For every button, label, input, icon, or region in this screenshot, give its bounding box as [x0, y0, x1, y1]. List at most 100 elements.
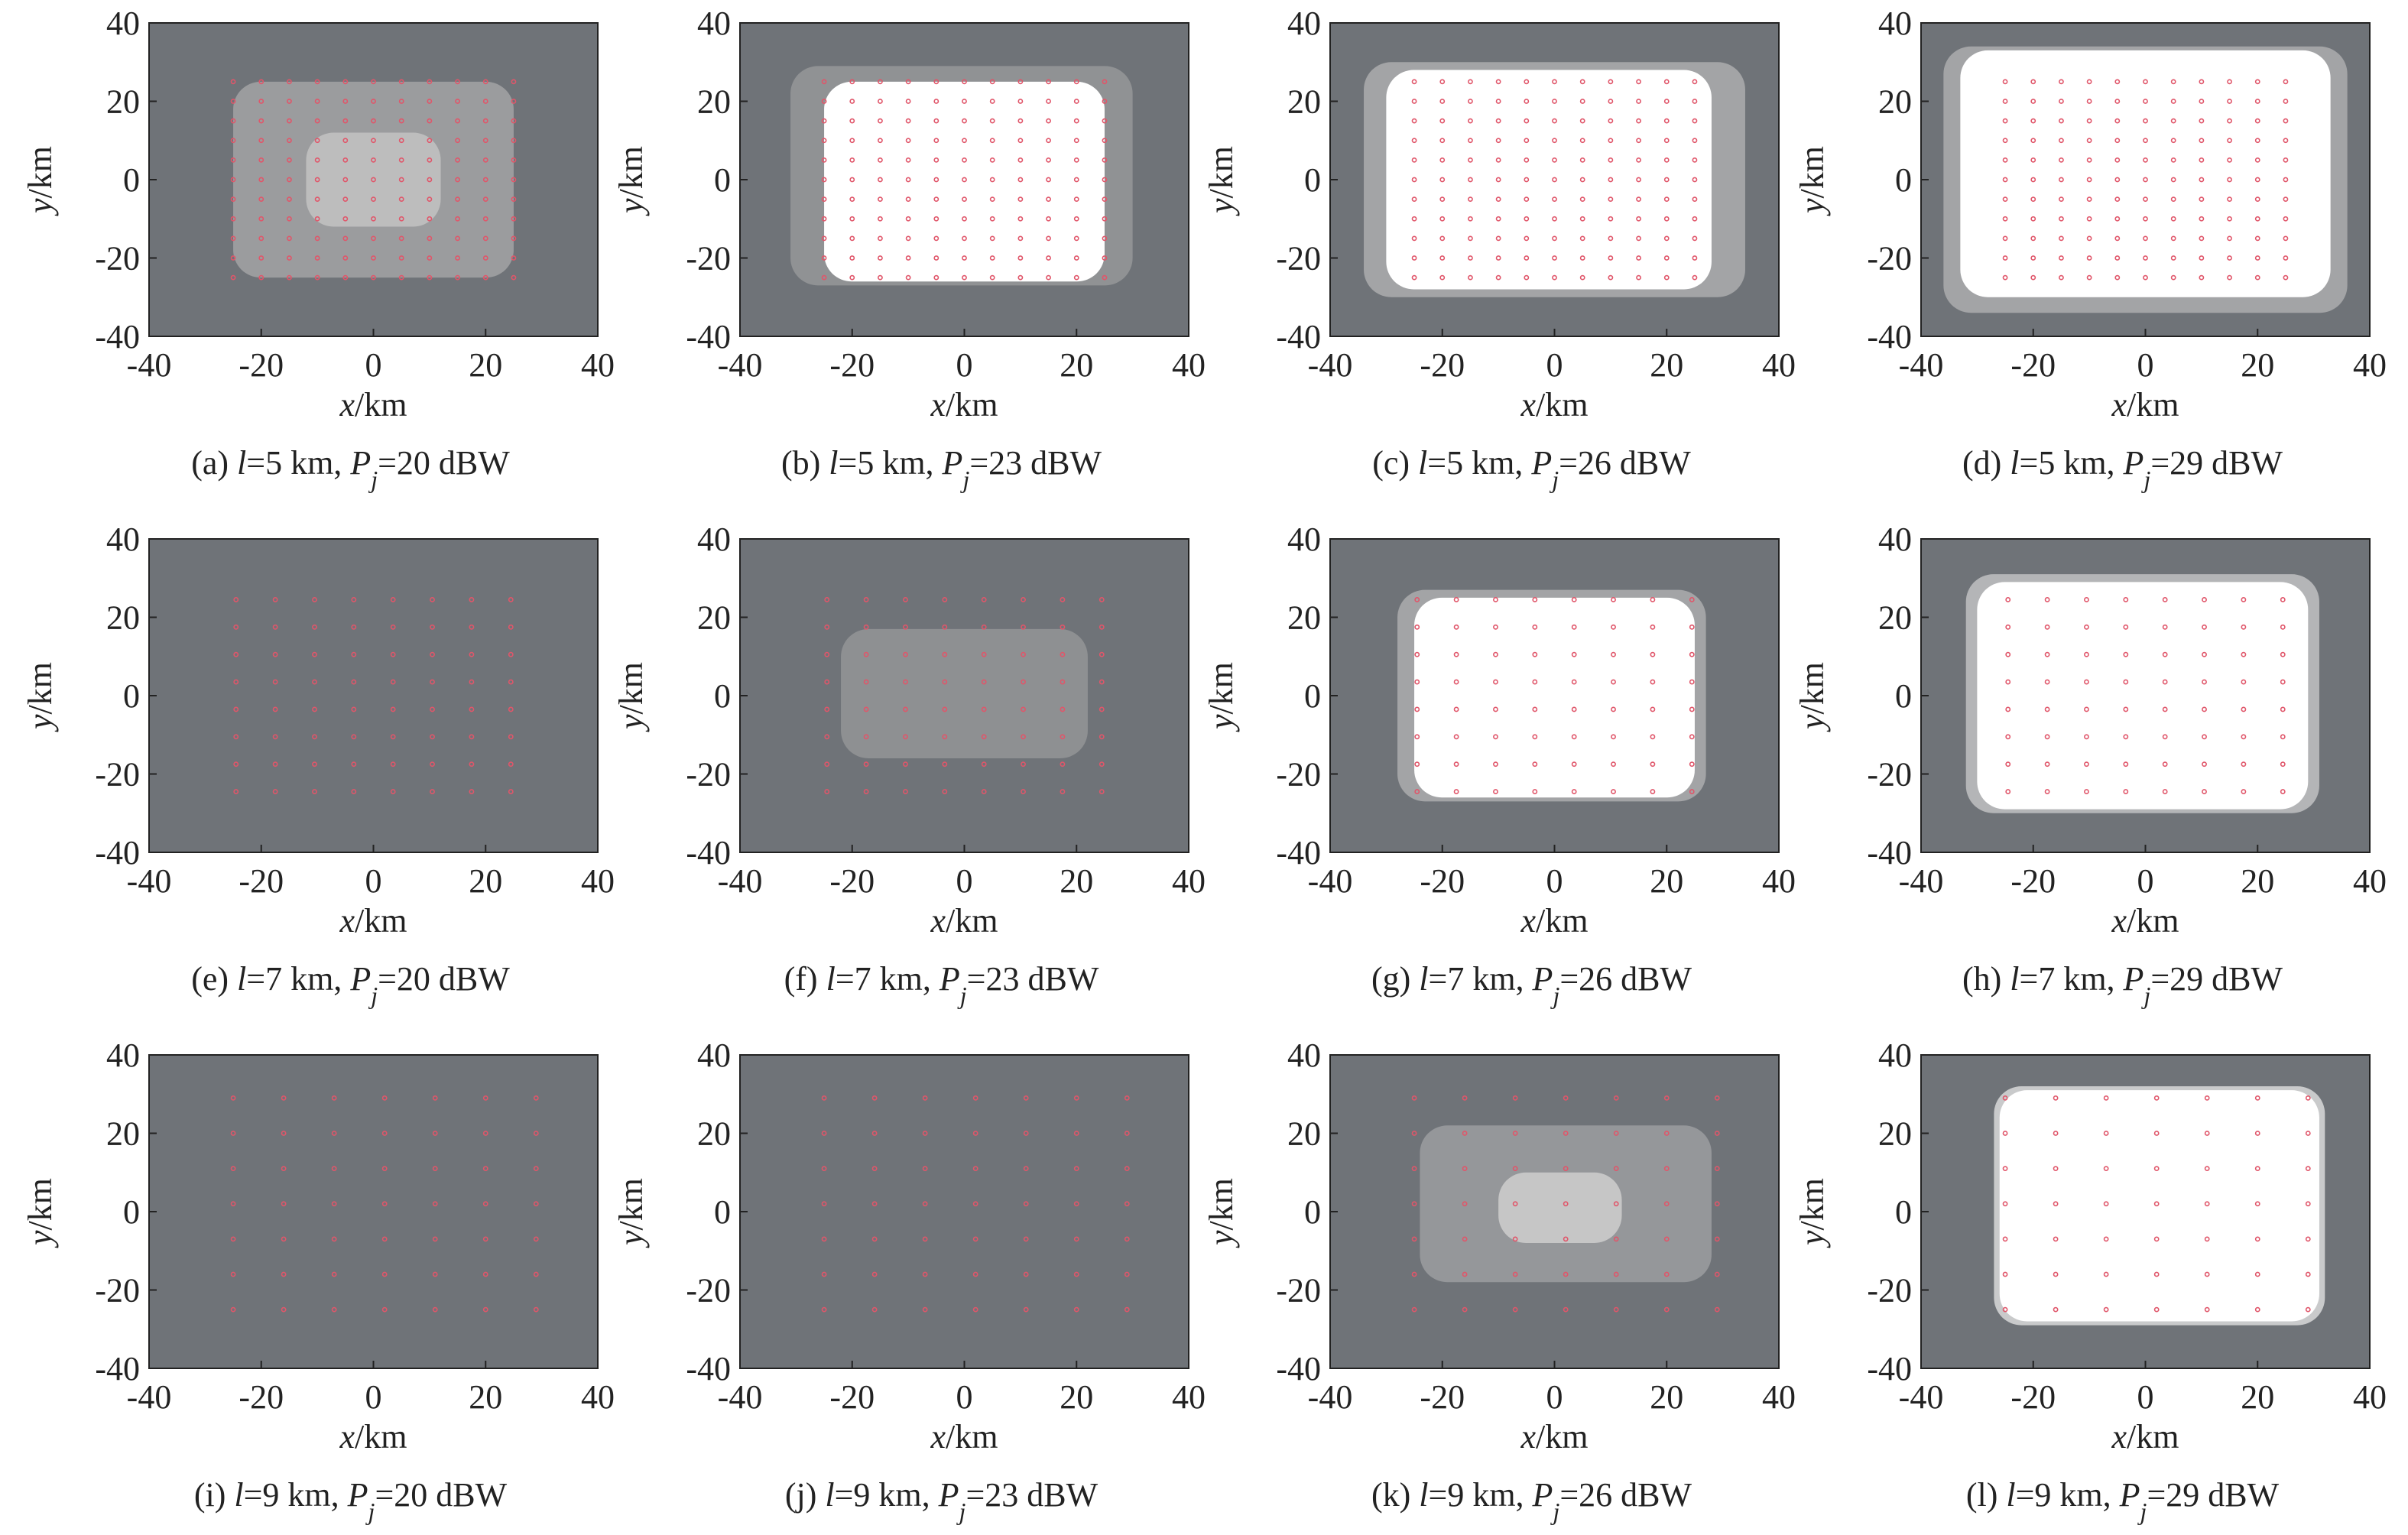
jammer [1411, 235, 1417, 242]
jammer [1493, 789, 1498, 794]
jammer [1060, 679, 1066, 685]
jammer [1453, 734, 1459, 740]
jammer [455, 118, 460, 124]
jammer [2153, 1095, 2160, 1101]
jammer [1714, 1095, 1720, 1101]
jammer [1493, 597, 1498, 602]
jammer [2084, 789, 2089, 794]
jammer [2059, 235, 2064, 242]
jammer [1411, 1306, 1417, 1313]
jammer [1532, 734, 1538, 740]
y-axis-label: y/km [1793, 146, 1831, 216]
x-tick-label: 40 [1172, 346, 1206, 384]
jammer [482, 196, 488, 203]
jammer [942, 597, 948, 602]
jammer [989, 138, 995, 144]
jammer [2280, 651, 2286, 657]
jammer [942, 789, 948, 794]
jammer [2305, 1166, 2311, 1172]
jammer [2059, 138, 2064, 144]
jammer [1636, 255, 1641, 261]
x-tick-label: 0 [365, 862, 382, 900]
jammer [482, 274, 488, 281]
caption-part: P [2119, 1476, 2140, 1514]
jammer [1636, 138, 1641, 144]
jammer [942, 734, 948, 740]
jammer [230, 138, 236, 144]
caption-part: =9 km, [244, 1476, 348, 1514]
jammer [455, 274, 460, 281]
jammer [342, 157, 349, 163]
jammer [871, 1271, 878, 1277]
x-tick-label: 20 [469, 1378, 502, 1416]
jammer [1073, 1131, 1079, 1136]
jammer [1532, 761, 1538, 768]
jammer [1017, 255, 1024, 261]
jammer [1495, 157, 1501, 163]
jammer [1073, 274, 1079, 281]
jammer [371, 79, 376, 85]
jammer [1073, 1201, 1079, 1207]
caption-part: (c) [1372, 444, 1418, 482]
jammer [287, 118, 292, 124]
caption-part: l [2010, 444, 2019, 482]
jammer [1608, 99, 1614, 104]
jammer [962, 99, 967, 104]
caption-part: l [234, 1476, 243, 1514]
jammer [272, 679, 278, 685]
y-tick-label: 0 [714, 1193, 731, 1231]
jammer [1073, 118, 1079, 124]
jammer [942, 651, 948, 657]
jammer [469, 597, 475, 602]
jammer [1563, 1201, 1569, 1207]
jammer [1532, 624, 1538, 630]
jammer [2002, 216, 2008, 222]
y-tick-label: -40 [1867, 1350, 1912, 1387]
caption-part: l [825, 1476, 834, 1514]
x-tick-label: -20 [2010, 346, 2056, 384]
jammer [2053, 1201, 2059, 1207]
jammer [1411, 138, 1417, 144]
jammer [233, 761, 239, 768]
x-tick-label: -20 [829, 346, 875, 384]
jammer [398, 138, 404, 144]
jammer [1552, 79, 1557, 85]
y-label-part: y [1793, 198, 1831, 216]
jammer [2143, 99, 2148, 104]
jammer [2254, 99, 2260, 104]
jammer [2283, 235, 2289, 242]
jammer [331, 1271, 337, 1277]
jammer [1689, 679, 1695, 685]
jammer [1439, 99, 1446, 104]
jammer [314, 99, 320, 104]
jammer [482, 235, 488, 242]
jammer [381, 1095, 388, 1101]
jammer [1060, 706, 1066, 712]
jammer [1411, 255, 1417, 261]
y-tick-label: 0 [123, 677, 140, 715]
jammer [469, 679, 475, 685]
jammer [1046, 274, 1051, 281]
jammer [821, 79, 827, 85]
jammer [1650, 706, 1656, 712]
caption-part: l [2010, 960, 2019, 998]
jammer [469, 651, 475, 657]
jammer [427, 274, 433, 281]
jammer [2123, 624, 2129, 630]
jammer [1102, 235, 1108, 242]
y-tick-label: -20 [1276, 240, 1321, 277]
jammer [281, 1166, 287, 1172]
jammer [1663, 196, 1670, 203]
jammer [1613, 1166, 1619, 1172]
jammer [2204, 1306, 2210, 1313]
jammer [849, 274, 855, 281]
jammer [1552, 216, 1557, 222]
jammer [1692, 235, 1698, 242]
jammer [1124, 1306, 1130, 1313]
jammer [272, 624, 278, 630]
x-tick-label: 0 [2137, 1378, 2154, 1416]
jammer [981, 734, 987, 740]
x-tick-label: -20 [2010, 862, 2056, 900]
